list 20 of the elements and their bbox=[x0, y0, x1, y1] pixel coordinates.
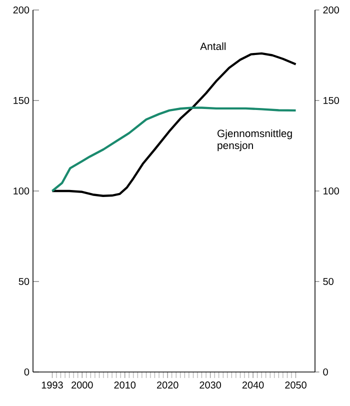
x-tick-label: 2010 bbox=[114, 382, 136, 389]
series-label: Antall bbox=[200, 42, 226, 50]
y2-tick-label: 50 bbox=[323, 278, 334, 286]
y2-tick-label: 100 bbox=[324, 187, 340, 195]
x-tick-label: 2040 bbox=[242, 382, 264, 389]
y2-tick-label: 200 bbox=[323, 6, 340, 14]
series-label: Gjennomsnittleg pensjon bbox=[218, 129, 292, 152]
x-tick-label: 2030 bbox=[200, 382, 222, 389]
x-tick-label: 1993 bbox=[42, 382, 63, 389]
x-tick-label: 2050 bbox=[285, 382, 306, 389]
x-tick-label: 2020 bbox=[157, 382, 178, 389]
y2-tick-label: 0 bbox=[323, 368, 328, 376]
y2-tick-label: 150 bbox=[324, 96, 340, 104]
y-tick-label: 0 bbox=[24, 368, 30, 376]
y-tick-label: 200 bbox=[13, 6, 30, 14]
y-tick-label: 50 bbox=[18, 278, 30, 286]
y-tick-label: 100 bbox=[14, 187, 30, 195]
y-tick-label: 150 bbox=[14, 96, 30, 104]
x-tick-label: 2000 bbox=[72, 382, 93, 389]
line-series bbox=[51, 52, 297, 197]
